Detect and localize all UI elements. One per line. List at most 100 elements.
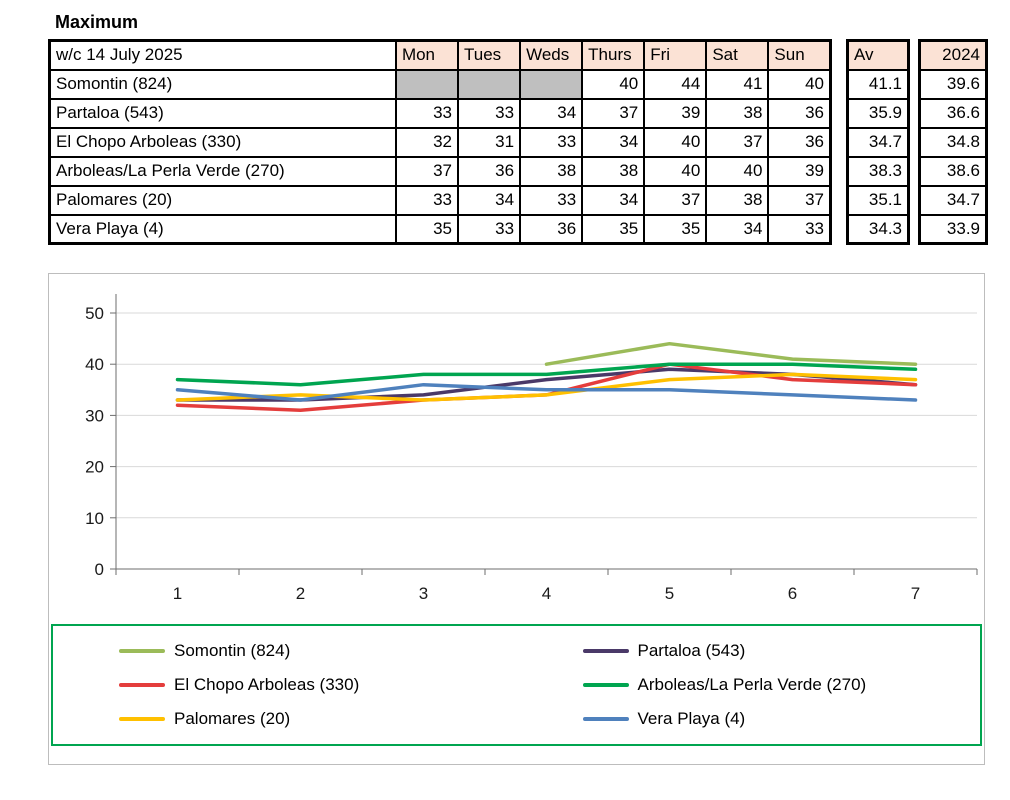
legend-item: El Chopo Arboleas (330) <box>53 668 517 702</box>
table-row: Arboleas/La Perla Verde (270) 37 36 38 38 40 4… <box>48 155 832 187</box>
x-tick-label: 1 <box>173 584 182 603</box>
value-cell: 34 <box>705 213 770 245</box>
value-cell: 40 <box>705 155 770 187</box>
table-row: 34.3 <box>846 213 910 245</box>
legend-line-swatch <box>582 649 629 653</box>
day-header-thurs: Thurs <box>581 39 646 71</box>
chart-svg: 0 10 20 30 40 50 1 2 3 4 5 6 7 <box>85 294 978 603</box>
legend-line-swatch <box>119 683 165 687</box>
prev-year-cell: 39.6 <box>918 68 988 100</box>
table-row: 34.8 <box>918 126 988 158</box>
x-tick-label: 4 <box>542 584 551 603</box>
avg-cell: 35.1 <box>846 184 910 216</box>
x-tick-label: 2 <box>296 584 305 603</box>
value-cell: 37 <box>643 184 708 216</box>
legend-label: Partaloa (543) <box>637 641 746 660</box>
value-cell: 34 <box>519 97 584 129</box>
day-header-sat: Sat <box>705 39 770 71</box>
value-cell: 37 <box>705 126 770 158</box>
value-cell: 36 <box>457 155 522 187</box>
prev-year-cell: 34.7 <box>918 184 988 216</box>
week-label-cell: w/c 14 July 2025 <box>48 39 397 71</box>
value-cell: 36 <box>767 126 832 158</box>
legend-item: Arboleas/La Perla Verde (270) <box>517 668 981 702</box>
series-line-0 <box>544 341 918 366</box>
table-row: Somontin (824) 40 44 41 40 <box>48 68 832 100</box>
y-tick-label: 40 <box>85 355 104 374</box>
table-row: 35.1 <box>846 184 910 216</box>
x-tick-label: 7 <box>911 584 920 603</box>
x-tick-label: 3 <box>419 584 428 603</box>
series-line-5 <box>175 382 918 402</box>
prev-table-body: 39.6 36.6 34.8 38.6 34.7 33.9 <box>918 68 988 245</box>
header-row: w/c 14 July 2025 Mon Tues Weds Thurs Fri… <box>48 39 832 71</box>
legend-label: Vera Playa (4) <box>637 709 746 728</box>
legend-label: El Chopo Arboleas (330) <box>174 675 360 694</box>
y-tick-label: 20 <box>85 458 104 477</box>
legend-item: Palomares (20) <box>53 702 517 736</box>
table-row: 41.1 <box>846 68 910 100</box>
legend-item: Somontin (824) <box>53 634 517 668</box>
prev-year-header-cell: 2024 <box>918 39 988 71</box>
series-line-2 <box>175 362 918 413</box>
value-cell: 36 <box>767 97 832 129</box>
day-header-tues: Tues <box>457 39 522 71</box>
x-tick-label: 5 <box>665 584 674 603</box>
table-row: 35.9 <box>846 97 910 129</box>
chart-container: 0 10 20 30 40 50 1 2 3 4 5 6 7 Somontin (824) Partalo… <box>48 273 985 765</box>
y-tick-label: 10 <box>85 509 104 528</box>
day-header-mon: Mon <box>394 39 460 71</box>
blank-cell <box>394 68 460 100</box>
legend-label: Somontin (824) <box>174 641 291 660</box>
value-cell: 33 <box>519 184 584 216</box>
value-cell: 33 <box>457 213 522 245</box>
legend-label: Palomares (20) <box>174 709 291 728</box>
table-row: 34.7 <box>918 184 988 216</box>
avg-cell: 34.7 <box>846 126 910 158</box>
header-row: Av <box>846 39 910 71</box>
week-table-body: Somontin (824) 40 44 41 40 Partaloa (543) 33 33… <box>48 68 832 245</box>
table-row: Vera Playa (4) 35 33 36 35 35 34 33 <box>48 213 832 245</box>
legend-line-swatch <box>582 717 629 721</box>
row-name: Vera Playa (4) <box>48 213 397 245</box>
avg-table-body: 41.1 35.9 34.7 38.3 35.1 34.3 <box>846 68 910 245</box>
table-row: 39.6 <box>918 68 988 100</box>
value-cell: 44 <box>643 68 708 100</box>
value-cell: 39 <box>767 155 832 187</box>
day-header-sun: Sun <box>767 39 832 71</box>
table-row: 36.6 <box>918 97 988 129</box>
spreadsheet-page: Maximum w/c 14 July 2025 Mon Tues Weds T… <box>48 12 988 765</box>
avg-cell: 41.1 <box>846 68 910 100</box>
avg-cell: 35.9 <box>846 97 910 129</box>
table-row: Partaloa (543) 33 33 34 37 39 38 36 <box>48 97 832 129</box>
value-cell: 38 <box>519 155 584 187</box>
value-cell: 33 <box>457 97 522 129</box>
prev-year-cell: 38.6 <box>918 155 988 187</box>
blank-cell <box>519 68 584 100</box>
row-name: Arboleas/La Perla Verde (270) <box>48 155 397 187</box>
series-line-3 <box>175 362 918 387</box>
week-table: w/c 14 July 2025 Mon Tues Weds Thurs Fri… <box>48 39 832 245</box>
value-cell: 38 <box>705 184 770 216</box>
line-chart: 0 10 20 30 40 50 1 2 3 4 5 6 7 <box>49 274 984 624</box>
table-row: 38.3 <box>846 155 910 187</box>
table-row: 34.7 <box>846 126 910 158</box>
prev-year-cell: 36.6 <box>918 97 988 129</box>
value-cell: 40 <box>581 68 646 100</box>
value-cell: 33 <box>767 213 832 245</box>
blank-cell <box>457 68 522 100</box>
row-name: Partaloa (543) <box>48 97 397 129</box>
legend-line-swatch <box>119 649 165 653</box>
row-name: Palomares (20) <box>48 184 397 216</box>
value-cell: 35 <box>643 213 708 245</box>
day-header-weds: Weds <box>519 39 584 71</box>
value-cell: 33 <box>394 184 460 216</box>
chart-legend: Somontin (824) Partaloa (543) El Chopo Arb… <box>51 624 982 746</box>
table-row: Palomares (20) 33 34 33 34 37 38 37 <box>48 184 832 216</box>
y-tick-label: 0 <box>95 560 104 579</box>
legend-line-swatch <box>582 683 629 687</box>
legend-line-swatch <box>119 717 165 721</box>
value-cell: 40 <box>643 155 708 187</box>
series-line-4 <box>175 372 918 402</box>
row-name: Somontin (824) <box>48 68 397 100</box>
